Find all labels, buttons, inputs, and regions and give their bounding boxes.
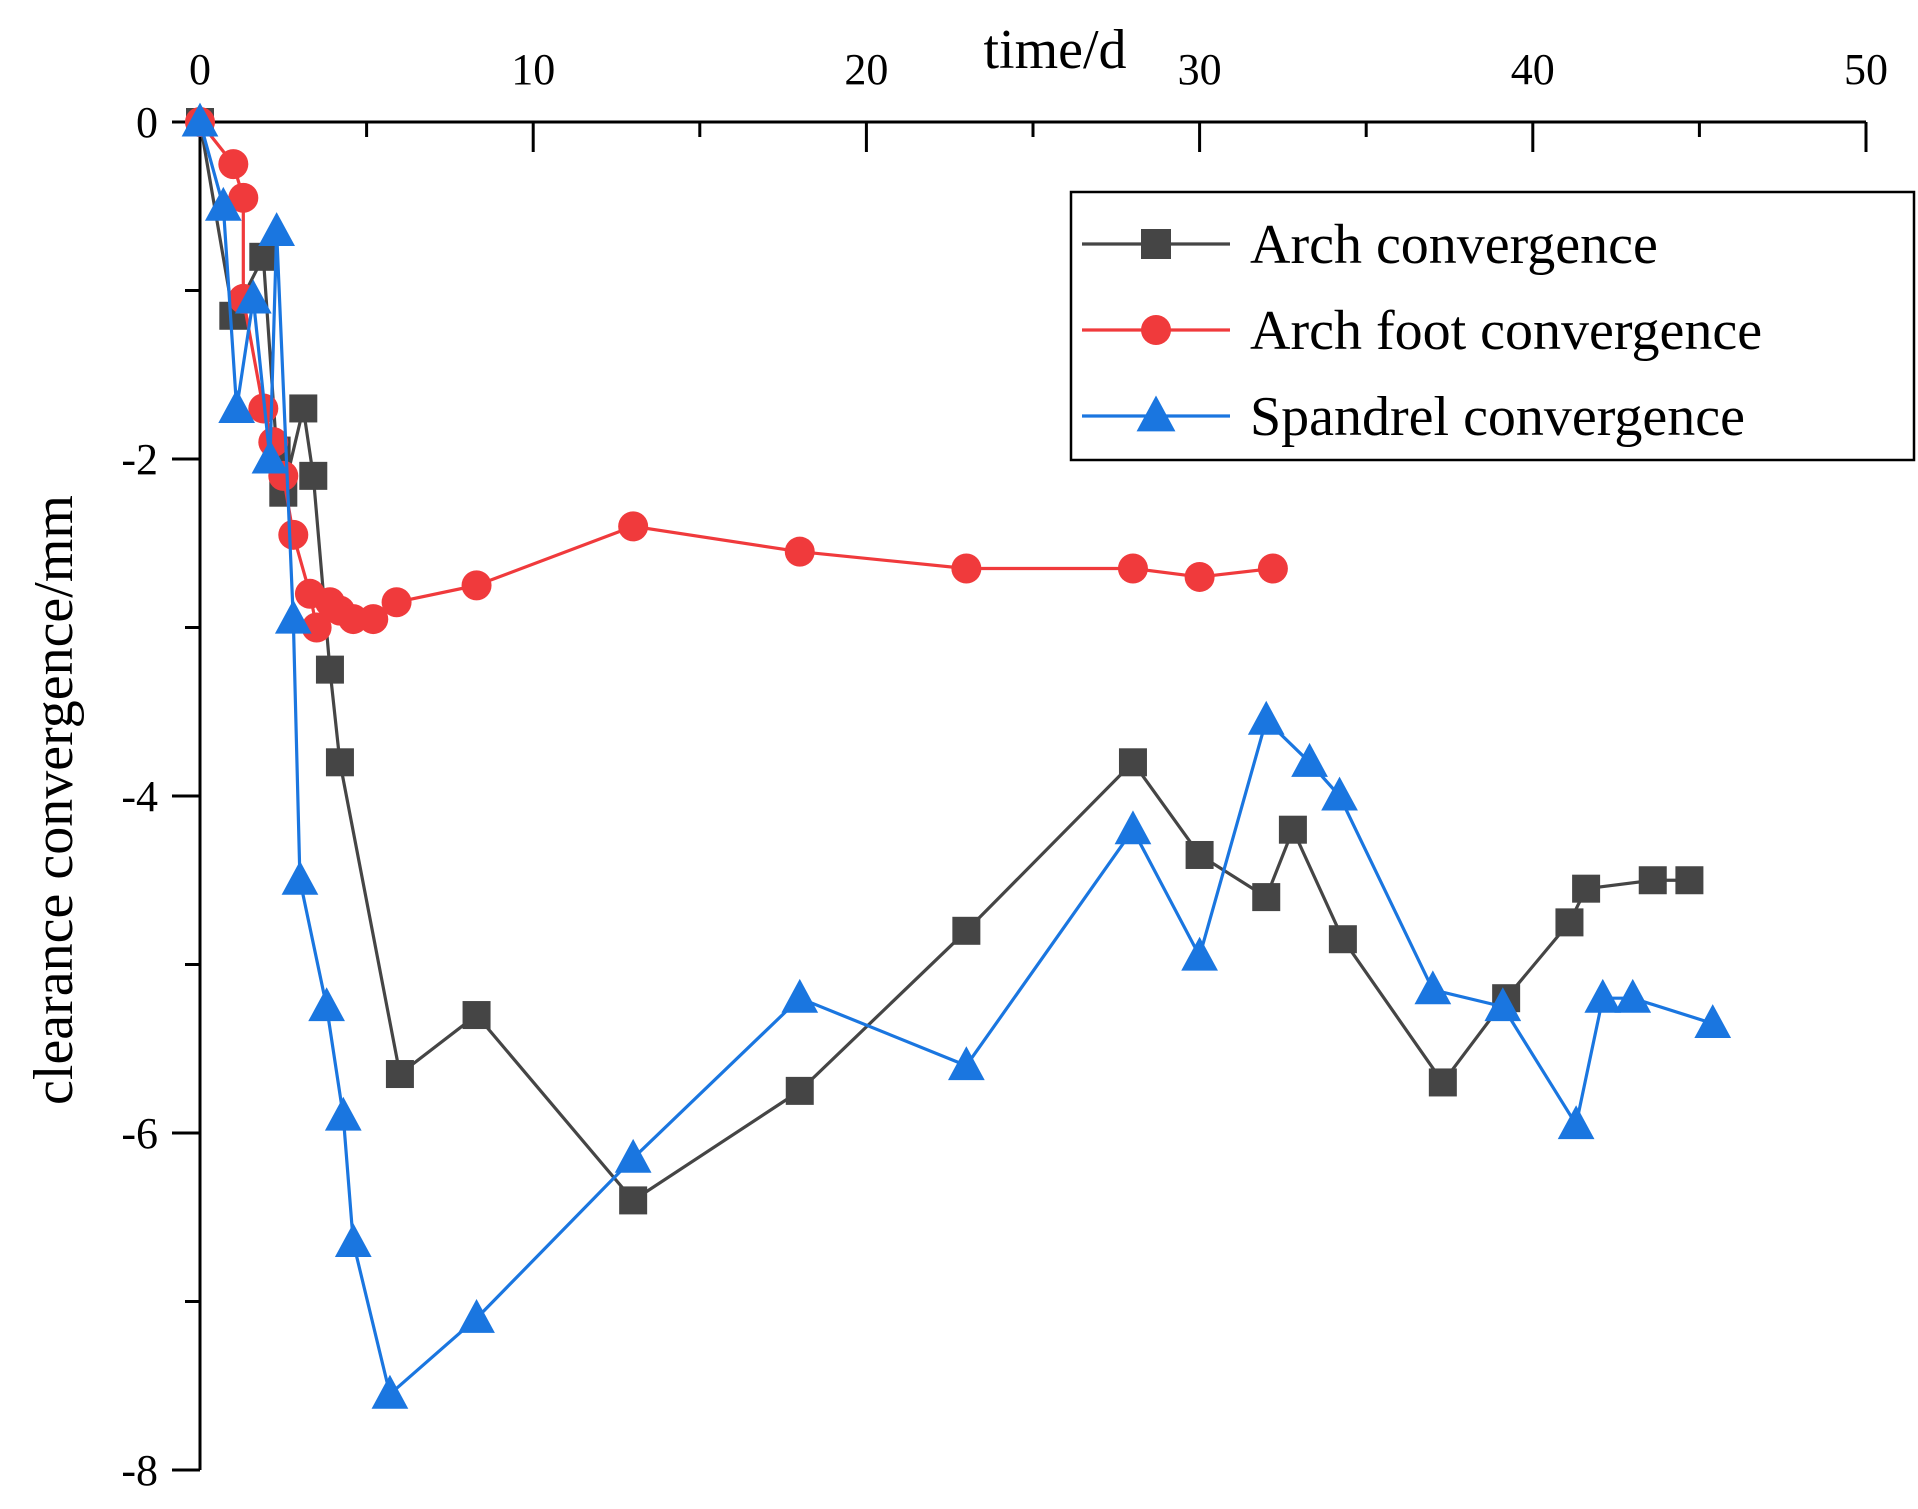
data-point-triangle xyxy=(1247,700,1285,735)
data-point-triangle xyxy=(371,1374,409,1409)
data-point-square xyxy=(952,916,981,945)
data-point-triangle xyxy=(614,1138,652,1173)
data-point-square xyxy=(1328,925,1357,954)
data-point-triangle xyxy=(1291,742,1328,777)
data-point-circle xyxy=(1117,553,1148,584)
data-point-triangle xyxy=(1181,936,1218,971)
data-point-square xyxy=(1555,908,1584,937)
data-point-triangle xyxy=(334,1223,372,1258)
x-tick-label: 50 xyxy=(1844,45,1888,94)
data-point-square xyxy=(1252,883,1281,912)
data-point-triangle xyxy=(1584,978,1622,1013)
data-point-circle xyxy=(618,511,649,542)
data-point-square xyxy=(1638,866,1667,895)
data-point-triangle xyxy=(324,1096,362,1131)
data-point-square xyxy=(1141,229,1171,259)
data-point-triangle xyxy=(458,1298,495,1333)
data-point-square xyxy=(1185,840,1214,869)
data-point-circle xyxy=(951,553,982,584)
data-point-triangle xyxy=(1114,810,1152,845)
x-tick-label: 40 xyxy=(1511,45,1555,94)
data-point-circle xyxy=(1141,315,1171,345)
data-point-square xyxy=(1278,815,1307,844)
data-point-square xyxy=(619,1186,648,1215)
x-axis-ticks: 0 10 20 30 40 50 xyxy=(189,45,1888,152)
data-point-triangle xyxy=(181,102,219,137)
data-point-circle xyxy=(218,149,249,180)
data-point-circle xyxy=(228,182,259,213)
x-axis-title: time/d xyxy=(983,19,1126,81)
y-tick-label: -8 xyxy=(121,1446,158,1495)
y-tick-label: 0 xyxy=(136,98,158,147)
data-point-square xyxy=(315,655,344,684)
legend: Arch convergence Arch foot convergence Spa… xyxy=(1069,190,1916,462)
series-spandrel-convergence xyxy=(181,102,1732,1409)
data-point-triangle xyxy=(258,212,295,247)
data-point-square xyxy=(249,242,278,271)
data-point-triangle xyxy=(1557,1105,1595,1140)
data-point-circle xyxy=(278,519,309,550)
data-point-circle xyxy=(358,604,389,635)
y-tick-label: -2 xyxy=(121,435,158,484)
data-point-square xyxy=(1572,874,1601,903)
axes: 0 10 20 30 40 50 0 -2 -4 -6 -8 time/d clearance c… xyxy=(23,19,1888,1495)
y-axis-ticks: 0 -2 -4 -6 -8 xyxy=(121,98,200,1495)
legend-item: Arch convergence xyxy=(1082,214,1658,276)
data-point-triangle xyxy=(251,439,289,474)
data-point-triangle xyxy=(1694,1004,1732,1039)
data-point-triangle xyxy=(1614,978,1652,1013)
data-point-circle xyxy=(381,587,412,618)
data-point-square xyxy=(289,394,318,423)
data-point-triangle xyxy=(274,599,312,634)
data-point-triangle xyxy=(218,389,256,423)
data-point-triangle xyxy=(1414,970,1452,1005)
x-tick-label: 20 xyxy=(844,45,888,94)
data-point-triangle xyxy=(1136,395,1176,432)
x-tick-label: 30 xyxy=(1178,45,1222,94)
legend-item: Arch foot convergence xyxy=(1082,300,1762,362)
legend-item: Spandrel convergence xyxy=(1082,386,1745,448)
legend-label: Spandrel convergence xyxy=(1250,386,1745,448)
series-layer xyxy=(181,102,1732,1409)
y-tick-label: -4 xyxy=(121,772,158,821)
data-point-triangle xyxy=(1321,776,1358,811)
data-point-circle xyxy=(461,570,492,601)
data-point-square xyxy=(462,1001,491,1030)
data-point-square xyxy=(299,461,328,490)
data-point-circle xyxy=(784,536,815,567)
x-tick-label: 10 xyxy=(511,45,555,94)
x-tick-label: 0 xyxy=(189,45,211,94)
data-point-square xyxy=(385,1060,414,1089)
legend-items: Arch convergence Arch foot convergence Spa… xyxy=(1082,214,1762,448)
data-point-square xyxy=(1428,1068,1457,1097)
data-point-triangle xyxy=(781,978,819,1013)
y-tick-label: -6 xyxy=(121,1109,158,1158)
data-point-triangle xyxy=(204,186,242,221)
data-point-circle xyxy=(1257,553,1288,584)
data-point-square xyxy=(1118,748,1147,777)
data-point-triangle xyxy=(308,987,345,1022)
data-point-circle xyxy=(1184,561,1215,592)
data-point-triangle xyxy=(948,1046,985,1081)
legend-label: Arch convergence xyxy=(1250,214,1658,276)
legend-label: Arch foot convergence xyxy=(1250,300,1762,362)
data-point-square xyxy=(785,1076,814,1105)
data-point-square xyxy=(1675,866,1704,895)
data-point-square xyxy=(325,748,354,777)
y-axis-title: clearance convergence/mm xyxy=(23,495,85,1105)
data-point-circle xyxy=(301,612,332,643)
data-point-triangle xyxy=(281,860,319,895)
data-point-triangle xyxy=(1484,987,1522,1022)
data-point-triangle xyxy=(234,279,272,314)
